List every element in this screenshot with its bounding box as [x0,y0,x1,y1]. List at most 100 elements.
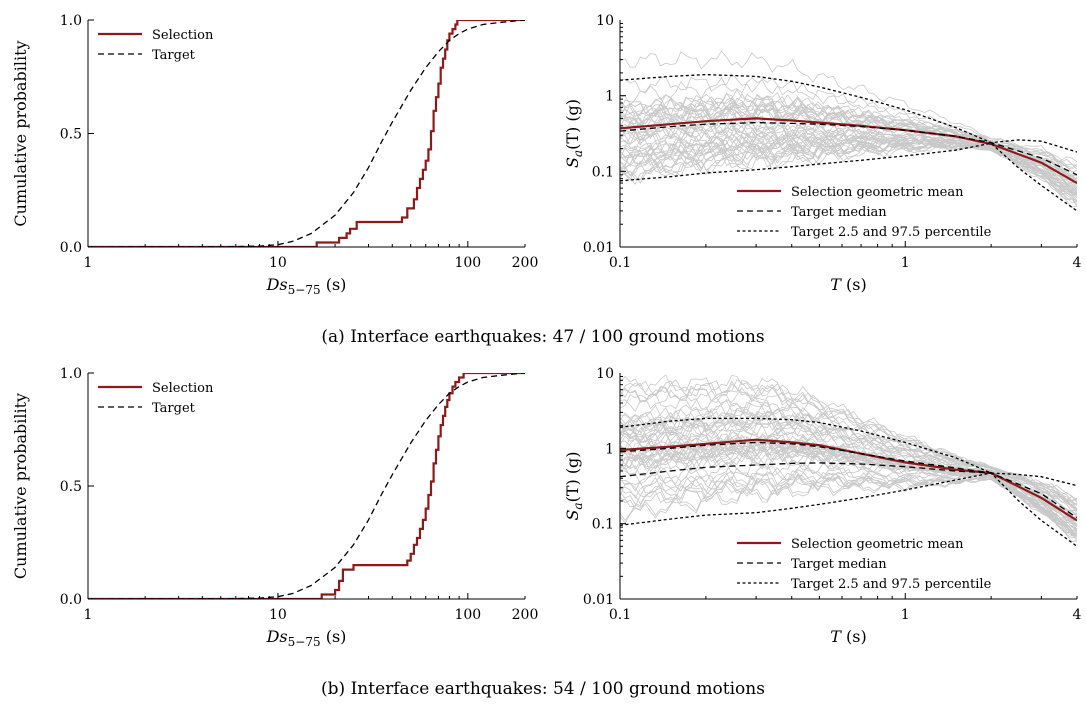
series-line-2 [620,417,1077,487]
y-tick-label: 0.1 [592,517,614,533]
caption-b: (b) Interface earthquakes: 54 / 100 grou… [321,679,765,699]
y-axis-label-symbol: S [563,157,582,168]
x-axis-label-unit: (s) [321,275,347,294]
y-tick-label: 1 [605,441,614,457]
y-axis-label: Cumulative probability [11,393,30,579]
legend-label: Selection geometric mean [791,185,964,200]
record-spectrum-line [620,50,1077,170]
plot-area [88,373,525,599]
y-axis-label: Sa(T) (g) [563,99,585,168]
record-spectrum-line [620,392,1077,517]
record-spectrum-line [620,473,1077,534]
record-spectrum-line [620,399,1077,502]
series-line-3 [620,472,1077,547]
plot-area [620,50,1077,212]
x-tick-label: 200 [512,607,539,623]
panel-b-left-cdf-chart: 1 10 100 200 0.0 0.5 1.0 Ds5−75 (s) Cumulative p… [11,366,538,649]
record-spectrum-line [620,408,1077,503]
x-axis-label-symbol: Ds [266,275,288,294]
series-line-1 [88,373,525,599]
x-axis-label-unit: (s) [841,627,867,646]
y-axis-label-text: Cumulative probability [11,40,30,226]
x-axis-label-symbol: Ds [266,627,288,646]
caption-a: (a) Interface earthquakes: 47 / 100 grou… [321,327,764,347]
x-tick-label: 10 [269,607,287,623]
legend: Selection geometric mean Target median Tar… [737,537,992,592]
record-spectrum-line [620,475,1077,531]
y-axis-label: Sa(T) (g) [563,451,585,520]
x-axis-label-subscript: 5−75 [288,635,321,649]
x-axis-label-symbol: T [830,275,842,294]
record-spectrum-line [620,470,1077,538]
record-spectrum-line [620,450,1077,542]
legend-label: Target median [791,557,887,572]
record-spectrum-line [620,473,1077,537]
series-line-0 [88,373,525,599]
y-axis-label-rest: (T) (g) [563,99,582,150]
x-axis-label: Ds5−75 (s) [266,275,347,297]
record-spectrum-line [620,97,1077,170]
legend: Selection Target [98,381,214,416]
x-tick-label: 4 [1073,255,1082,271]
y-tick-label: 0.1 [592,164,614,180]
y-tick-label: 0.5 [60,127,82,143]
series-line-0 [620,117,1077,185]
legend-label: Selection [152,381,214,396]
x-tick-label: 1 [901,255,910,271]
x-axis-label-subscript: 5−75 [288,283,321,297]
x-tick-label: 0.1 [609,607,631,623]
y-axis-label-subscript: a [571,502,585,509]
record-spectrum-line [620,429,1077,535]
x-tick-label: 100 [454,607,481,623]
record-spectrum-line [620,77,1077,163]
legend-label: Selection geometric mean [791,537,964,552]
y-tick-label: 1.0 [60,13,82,29]
x-axis-label-unit: (s) [321,627,347,646]
series-line-1 [620,121,1077,176]
x-tick-label: 200 [512,255,539,271]
record-spectrum-line [620,412,1077,502]
y-axis-label-text: Cumulative probability [11,393,30,579]
panel-a-left-cdf-chart: 1 10 100 200 0.0 0.5 1.0 Ds5−75 (s) Cumulative p… [11,13,538,297]
y-tick-label: 0.5 [60,479,82,495]
y-axis-label-rest: (T) (g) [563,451,582,502]
record-spectrum-line [620,125,1077,194]
x-tick-label: 100 [454,255,481,271]
y-tick-label: 0.0 [60,592,82,608]
record-spectrum-line [620,434,1077,512]
record-spectrum-line [620,124,1077,208]
y-tick-label: 1 [605,89,614,105]
legend-label: Target 2.5 and 97.5 percentile [791,225,992,240]
x-axis-label: T (s) [830,627,866,646]
series-line-4 [620,462,992,478]
x-tick-label: 1 [84,255,93,271]
y-tick-label: 1.0 [60,366,82,382]
legend-label: Target median [791,205,887,220]
record-spectrum-line [620,461,1077,543]
x-axis-label: T (s) [830,275,866,294]
legend: Selection geometric mean Target median Tar… [737,185,992,240]
y-axis-label: Cumulative probability [11,40,30,226]
series-line-1 [88,20,525,247]
x-axis-label: Ds5−75 (s) [266,627,347,649]
series-line-2 [620,73,1077,153]
plot-area [620,374,1077,547]
x-axis-label-unit: (s) [841,275,867,294]
y-tick-label: 0.01 [583,592,614,608]
x-tick-label: 1 [84,607,93,623]
y-tick-label: 0.0 [60,240,82,256]
series-line-0 [88,20,525,247]
y-tick-label: 0.01 [583,240,614,256]
legend-label: Target 2.5 and 97.5 percentile [791,577,992,592]
x-tick-label: 1 [901,607,910,623]
legend-label: Selection [152,28,214,43]
series-line-1 [620,441,1077,519]
legend-label: Target [152,401,196,416]
x-tick-label: 0.1 [609,255,631,271]
y-axis-label-subscript: a [571,150,585,157]
legend: Selection Target [98,28,214,63]
y-tick-label: 10 [596,13,614,29]
